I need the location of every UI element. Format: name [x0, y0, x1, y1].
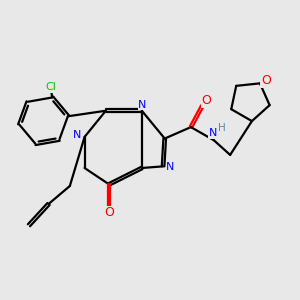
Text: O: O — [104, 206, 114, 219]
Text: N: N — [73, 130, 82, 140]
Text: Cl: Cl — [45, 82, 56, 92]
Text: N: N — [166, 162, 175, 172]
Text: N: N — [138, 100, 147, 110]
Text: O: O — [261, 74, 271, 87]
Text: N: N — [209, 128, 217, 138]
Text: H: H — [218, 123, 226, 133]
Text: O: O — [201, 94, 211, 107]
